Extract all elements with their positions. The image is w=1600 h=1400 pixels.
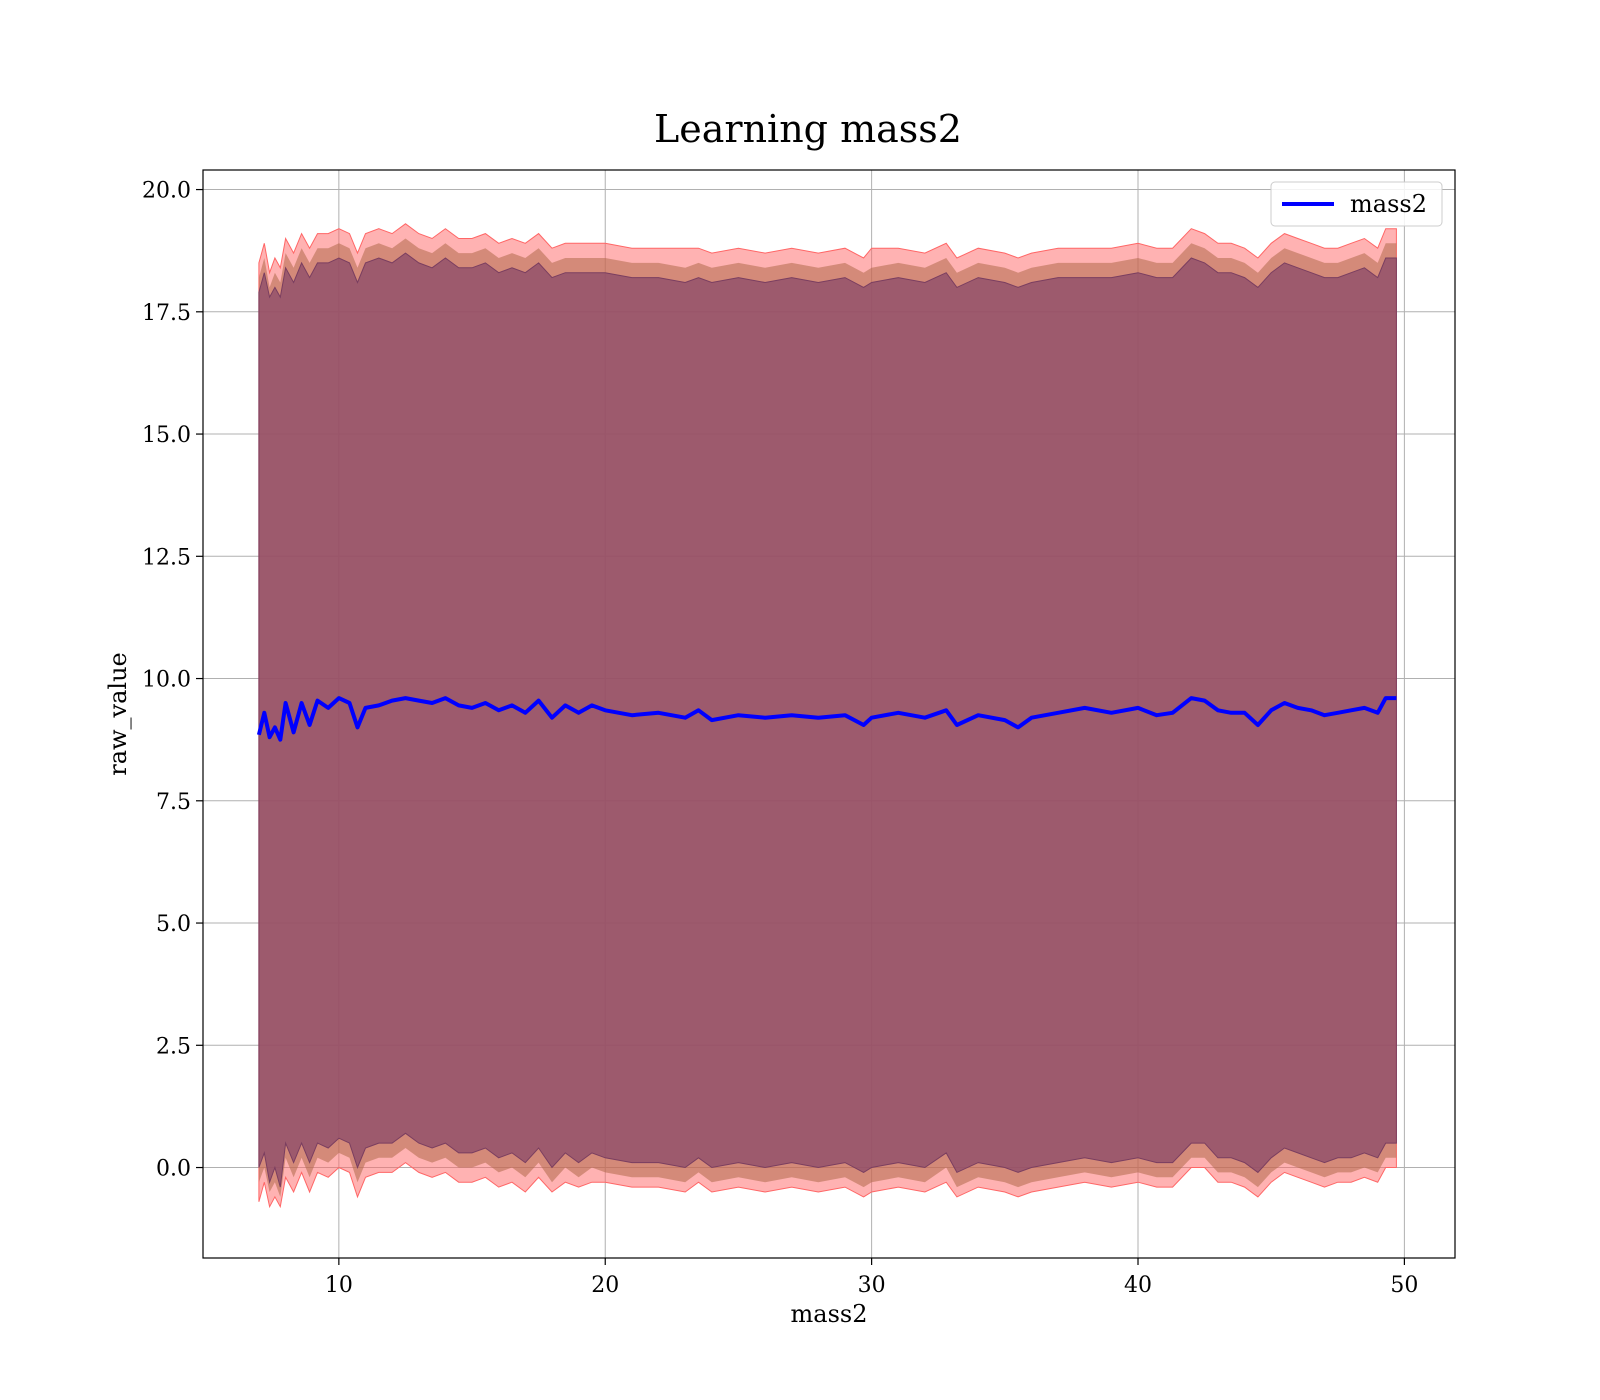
x-tick-label: 50	[1390, 1273, 1418, 1298]
plot-frame	[202, 169, 1456, 1259]
x-axis-label: mass2	[791, 1300, 868, 1328]
y-tick-label: 5.0	[156, 912, 191, 937]
series-line-mass2	[256, 696, 1397, 742]
legend-box	[1270, 181, 1443, 227]
chart-title: Learning mass2	[654, 107, 962, 151]
series-lines	[256, 696, 1397, 742]
y-tick-label: 12.5	[142, 545, 191, 570]
y-axis: 0.0 2.5 5.0 7.5 10.0 12.5 15.0 17.5 20.0	[142, 179, 203, 1182]
y-tick-label: 0.0	[156, 1157, 191, 1182]
y-tick-label: 15.0	[142, 423, 191, 448]
x-tick-label: 30	[858, 1273, 886, 1298]
y-axis-label: raw_value	[104, 652, 132, 776]
legend: mass2	[1270, 181, 1443, 227]
y-tick-label: 7.5	[156, 790, 191, 815]
y-tick-label: 17.5	[142, 301, 191, 326]
y-tick-label: 10.0	[142, 668, 191, 693]
x-axis: 10 20 30 40 50	[325, 1258, 1418, 1298]
inner-band	[258, 252, 1397, 1188]
x-tick-label: 40	[1124, 1273, 1152, 1298]
uncertainty-bands	[258, 223, 1397, 1209]
y-tick-label: 20.0	[142, 179, 191, 204]
y-tick-label: 2.5	[156, 1034, 191, 1059]
x-tick-label: 10	[325, 1273, 353, 1298]
legend-label: mass2	[1350, 190, 1427, 218]
x-tick-label: 20	[591, 1273, 619, 1298]
